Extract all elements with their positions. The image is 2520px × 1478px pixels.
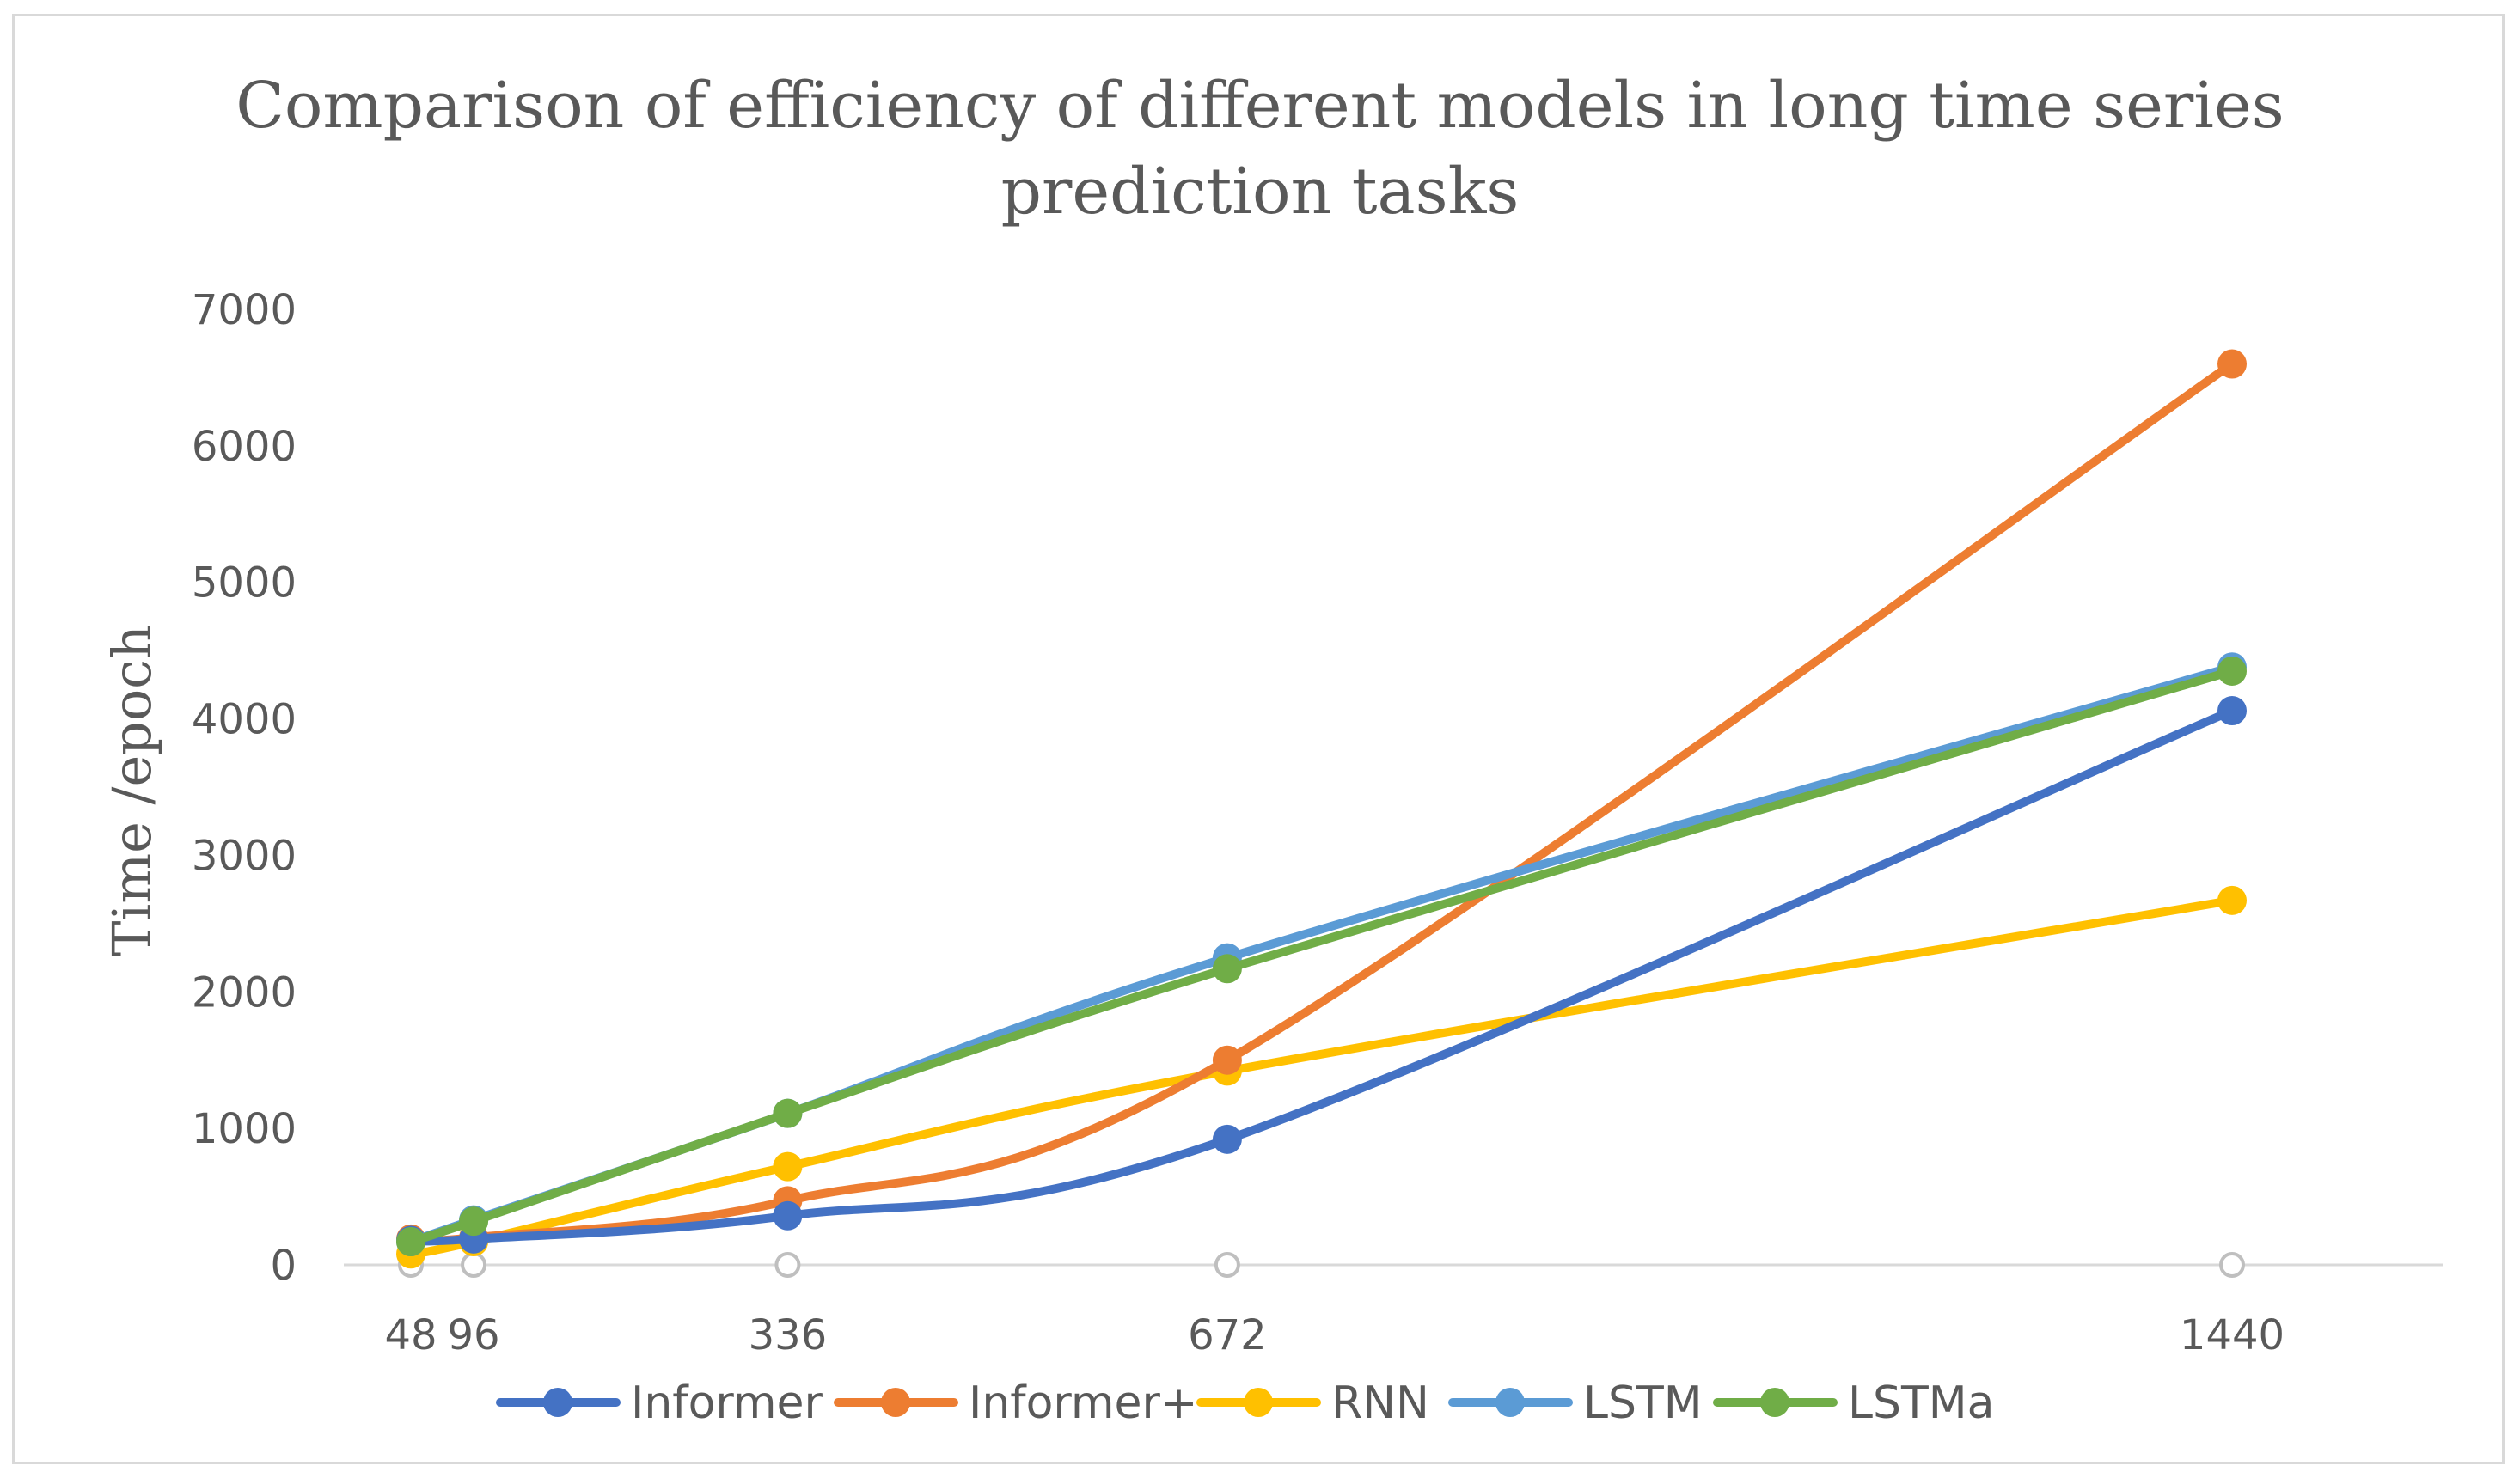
data-point xyxy=(2217,885,2247,915)
legend-marker xyxy=(1760,1388,1789,1417)
legend-marker xyxy=(881,1388,910,1417)
legend-label: Informer xyxy=(631,1377,823,1429)
data-point xyxy=(773,1098,803,1128)
series-lstma xyxy=(396,656,2247,1256)
y-tick-label: 5000 xyxy=(192,559,297,608)
series-line xyxy=(407,895,2236,1259)
data-point xyxy=(773,1200,803,1231)
baseline-marker xyxy=(1214,1252,1240,1278)
data-point xyxy=(459,1206,489,1237)
baseline-marker xyxy=(461,1252,487,1278)
series-informer-plus xyxy=(396,349,2247,1254)
series-line xyxy=(407,706,2236,1246)
series-informer xyxy=(396,696,2247,1255)
data-point xyxy=(396,1226,425,1256)
data-point xyxy=(1212,1045,1242,1075)
data-point xyxy=(2217,656,2247,686)
legend-label: RNN xyxy=(1331,1377,1429,1429)
legend-label: Informer+ xyxy=(969,1377,1197,1429)
legend-item-rnn: RNN xyxy=(1196,1377,1429,1429)
legend-item-lstma: LSTMa xyxy=(1713,1377,1994,1429)
y-tick-label: 2000 xyxy=(192,968,297,1017)
legend-item-lstm: LSTM xyxy=(1448,1377,1703,1429)
y-tick-label: 3000 xyxy=(192,832,297,880)
chart-title-line-1: Comparison of efficiency of different mo… xyxy=(235,69,2285,143)
x-tick-label: 1440 xyxy=(2180,1311,2285,1359)
series-line xyxy=(407,359,2236,1245)
baseline-marker xyxy=(2219,1252,2245,1278)
series-line xyxy=(407,666,2236,1246)
data-point xyxy=(2217,696,2247,726)
chart-title-line-2: prediction tasks xyxy=(1001,155,1520,229)
chart-frame xyxy=(12,14,2505,1464)
legend: Informer Informer+ RNN LSTM LSTMa xyxy=(496,1377,1994,1429)
y-tick-label: 4000 xyxy=(192,696,297,744)
legend-item-informer: Informer xyxy=(496,1377,823,1429)
legend-marker xyxy=(1244,1388,1273,1417)
baseline-markers xyxy=(398,1252,2245,1278)
x-tick-label: 96 xyxy=(448,1311,500,1359)
y-axis-ticks: 0 1000 2000 3000 4000 5000 6000 7000 xyxy=(192,286,297,1290)
baseline-marker xyxy=(774,1252,801,1278)
legend-marker xyxy=(1495,1388,1525,1417)
data-point xyxy=(1212,1124,1242,1154)
legend-label: LSTM xyxy=(1583,1377,1703,1429)
y-tick-label: 7000 xyxy=(192,286,297,334)
x-axis-ticks: 48 96 336 672 1440 xyxy=(384,1311,2285,1359)
legend-item-informer-plus: Informer+ xyxy=(834,1377,1197,1429)
x-tick-label: 48 xyxy=(384,1311,437,1359)
y-tick-label: 1000 xyxy=(192,1105,297,1153)
legend-marker xyxy=(543,1388,572,1417)
data-point xyxy=(2217,349,2247,379)
legend-label: LSTMa xyxy=(1848,1377,1994,1429)
series-lstm xyxy=(396,652,2247,1256)
y-tick-label: 6000 xyxy=(192,423,297,471)
x-tick-label: 672 xyxy=(1188,1311,1267,1359)
series-lines xyxy=(396,349,2247,1269)
data-point xyxy=(1212,954,1242,984)
x-tick-label: 336 xyxy=(749,1311,828,1359)
data-point xyxy=(773,1151,803,1182)
y-tick-label: 0 xyxy=(270,1242,297,1290)
y-axis-title: Time /epoch xyxy=(101,625,163,956)
